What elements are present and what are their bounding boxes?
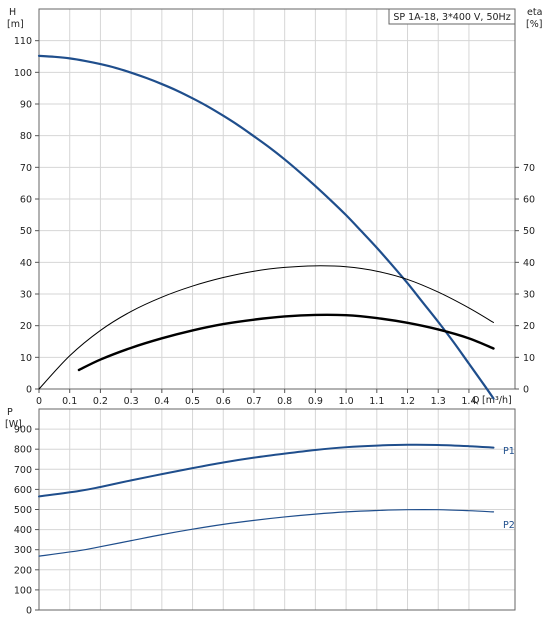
p1-curve: [38, 443, 495, 498]
chart-title-box: SP 1A-18, 3*400 V, 50Hz: [388, 8, 516, 25]
top-chart-axes: [35, 40, 519, 393]
top-y-axis-label: H: [9, 7, 16, 18]
head-curve: [37, 54, 495, 400]
top-y-tick-label: 40: [20, 258, 32, 269]
top-x-tick-label: 0.6: [216, 396, 231, 407]
top-x-tick-label: 0.2: [93, 396, 108, 407]
bottom-y-tick-label: 800: [14, 445, 32, 456]
top-chart-grid: [38, 9, 515, 390]
top-y2-tick-label: 40: [523, 258, 535, 269]
top-x-tick-label: 1.2: [400, 396, 415, 407]
top-y2-tick-label: 20: [523, 321, 535, 332]
top-x-axis-label: Q: [472, 395, 479, 406]
bottom-y-tick-label: 500: [14, 505, 32, 516]
top-y2-tick-label: 10: [523, 353, 535, 364]
top-x-tick-labels: 0 0.1 0.2 0.3 0.4 0.5 0.6 0.7 0.8 0.9 1.0 1.1 1.2 1.3…: [36, 396, 477, 407]
top-y2-tick-label: 0: [523, 385, 529, 396]
bottom-y-axis-unit: [W]: [5, 419, 22, 430]
top-x-tick-label: 1.3: [431, 396, 446, 407]
bottom-y-tick-label: 0: [26, 606, 32, 617]
top-y2-tick-label: 60: [523, 195, 535, 206]
top-x-axis-title: Q [m³/h]: [472, 395, 512, 406]
top-y-tick-label: 100: [14, 68, 32, 79]
efficiency-curve: [38, 265, 494, 390]
top-x-tick-label: 0.4: [154, 396, 169, 407]
bottom-y-tick-label: 700: [14, 465, 32, 476]
top-y2-axis-label: eta: [527, 7, 542, 18]
bottom-y-tick-labels: 0 100 200 300 400 500 600 700 800 900: [14, 425, 32, 617]
top-y-tick-labels: 0 10 20 30 40 50 60 70 80 90 100 110: [14, 36, 32, 395]
bottom-y-tick-label: 200: [14, 565, 32, 576]
top-x-tick-label: 1.1: [369, 396, 384, 407]
top-x-tick-label: 1.4: [461, 396, 476, 407]
top-y2-axis-unit: [%]: [526, 19, 542, 30]
chart-title: SP 1A-18, 3*400 V, 50Hz: [393, 12, 510, 23]
top-x-tick-label: 0.7: [246, 396, 261, 407]
top-y2-tick-label: 70: [523, 163, 535, 174]
bottom-chart-axes: [35, 428, 39, 611]
bottom-y-tick-label: 600: [14, 485, 32, 496]
top-y-tick-label: 10: [20, 353, 32, 364]
top-y-tick-label: 0: [26, 385, 32, 396]
bottom-chart-series: [38, 443, 495, 557]
top-x-tick-label: 0: [36, 396, 42, 407]
series-label-p2: P2: [503, 520, 515, 531]
bottom-chart-grid: [38, 409, 515, 611]
top-y-tick-label: 60: [20, 195, 32, 206]
top-x-tick-label: 0.1: [62, 396, 77, 407]
top-y-axis-unit: [m]: [7, 19, 24, 30]
top-y2-tick-label: 30: [523, 290, 535, 301]
top-y2-tick-label: 50: [523, 226, 535, 237]
top-x-tick-label: 0.8: [277, 396, 292, 407]
top-y-tick-label: 110: [14, 36, 32, 47]
top-x-axis-unit: [m³/h]: [482, 395, 512, 406]
top-y-tick-label: 70: [20, 163, 32, 174]
bottom-y-tick-label: 400: [14, 525, 32, 536]
top-y-tick-label: 30: [20, 290, 32, 301]
top-x-tick-label: 0.9: [308, 396, 323, 407]
bottom-y-axis-label: P: [7, 407, 13, 418]
bottom-y-tick-label: 300: [14, 545, 32, 556]
top-y2-tick-labels: 0 10 20 30 40 50 60 70: [523, 163, 535, 396]
top-y-tick-label: 50: [20, 226, 32, 237]
top-chart-series: [37, 54, 495, 400]
top-x-tick-label: 1.0: [339, 396, 354, 407]
bottom-y-tick-label: 900: [14, 425, 32, 436]
top-y-tick-label: 80: [20, 131, 32, 142]
series-label-p1: P1: [503, 446, 515, 457]
top-y-tick-label: 90: [20, 100, 32, 111]
total-efficiency-curve: [77, 313, 495, 372]
top-x-tick-label: 0.3: [124, 396, 139, 407]
p2-curve: [38, 508, 495, 557]
top-y-tick-label: 20: [20, 321, 32, 332]
bottom-y-tick-label: 100: [14, 585, 32, 596]
top-x-tick-label: 0.5: [185, 396, 200, 407]
